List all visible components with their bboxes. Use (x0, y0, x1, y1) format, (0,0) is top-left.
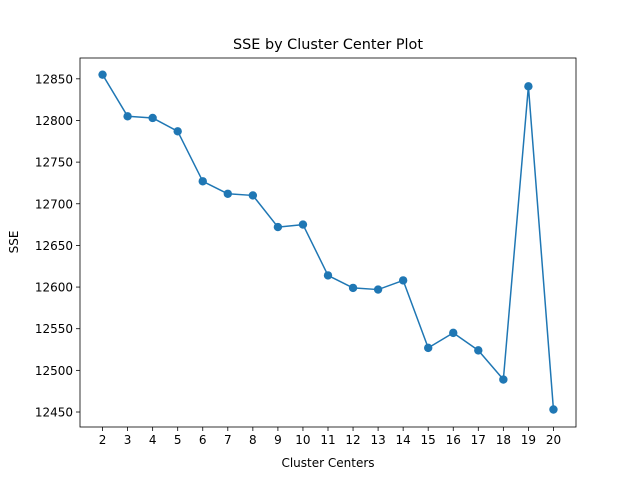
data-point (223, 189, 232, 198)
x-tick-label: 17 (471, 433, 486, 447)
data-point (449, 328, 458, 338)
data-point (398, 276, 408, 285)
x-tick-label: 6 (199, 433, 207, 447)
data-point (123, 112, 132, 121)
y-tick-label: 12500 (35, 364, 73, 378)
data-point (524, 82, 533, 91)
x-tick-label: 18 (496, 433, 511, 447)
x-tick-label: 16 (446, 433, 461, 447)
data-point (348, 283, 358, 293)
x-tick-label: 19 (521, 433, 536, 447)
x-tick-label: 7 (224, 433, 232, 447)
x-tick-label: 14 (396, 433, 411, 447)
data-point (373, 285, 383, 294)
x-tick-label: 12 (345, 433, 360, 447)
data-point (549, 405, 558, 414)
x-tick-label: 3 (124, 433, 132, 447)
data-point (323, 271, 333, 280)
x-tick-label: 13 (370, 433, 385, 447)
data-point (273, 222, 283, 232)
data-point (173, 127, 182, 136)
data-point (298, 220, 308, 229)
data-point (424, 343, 433, 353)
data-point (198, 177, 207, 186)
data-point (499, 375, 508, 384)
data-point (474, 346, 483, 355)
plot-area: 2 3 4 5 6 7 8 9 10 11 12 13 14 15 16 17 18 19 20 12450 12500… (35, 57, 577, 447)
x-tick-label: 15 (421, 433, 436, 447)
x-tick-label: 2 (99, 433, 107, 447)
y-tick-label: 12750 (35, 156, 73, 170)
y-tick-label: 12800 (35, 114, 73, 128)
axes-frame (79, 57, 577, 428)
data-point (248, 191, 258, 200)
chart-title: SSE by Cluster Center Plot (233, 37, 423, 53)
y-axis-label: SSE (7, 231, 21, 254)
x-tick-label: 10 (295, 433, 310, 447)
x-tick-label: 20 (546, 433, 561, 447)
x-axis-label: Cluster Centers (281, 456, 374, 470)
y-tick-label: 12650 (35, 239, 73, 253)
x-tick-label: 8 (249, 433, 257, 447)
x-tick-label: 11 (320, 433, 335, 447)
y-tick-label: 12450 (35, 406, 73, 420)
x-tick-label: 5 (174, 433, 182, 447)
y-tick-label: 12600 (35, 281, 73, 295)
y-tick-label: 12700 (35, 197, 73, 211)
y-tick-label: 12850 (35, 72, 73, 86)
data-point (148, 113, 157, 123)
data-point (98, 70, 107, 79)
x-tick-label: 9 (274, 433, 282, 447)
y-tick-label: 12550 (35, 322, 73, 336)
x-tick-label: 4 (149, 433, 157, 447)
